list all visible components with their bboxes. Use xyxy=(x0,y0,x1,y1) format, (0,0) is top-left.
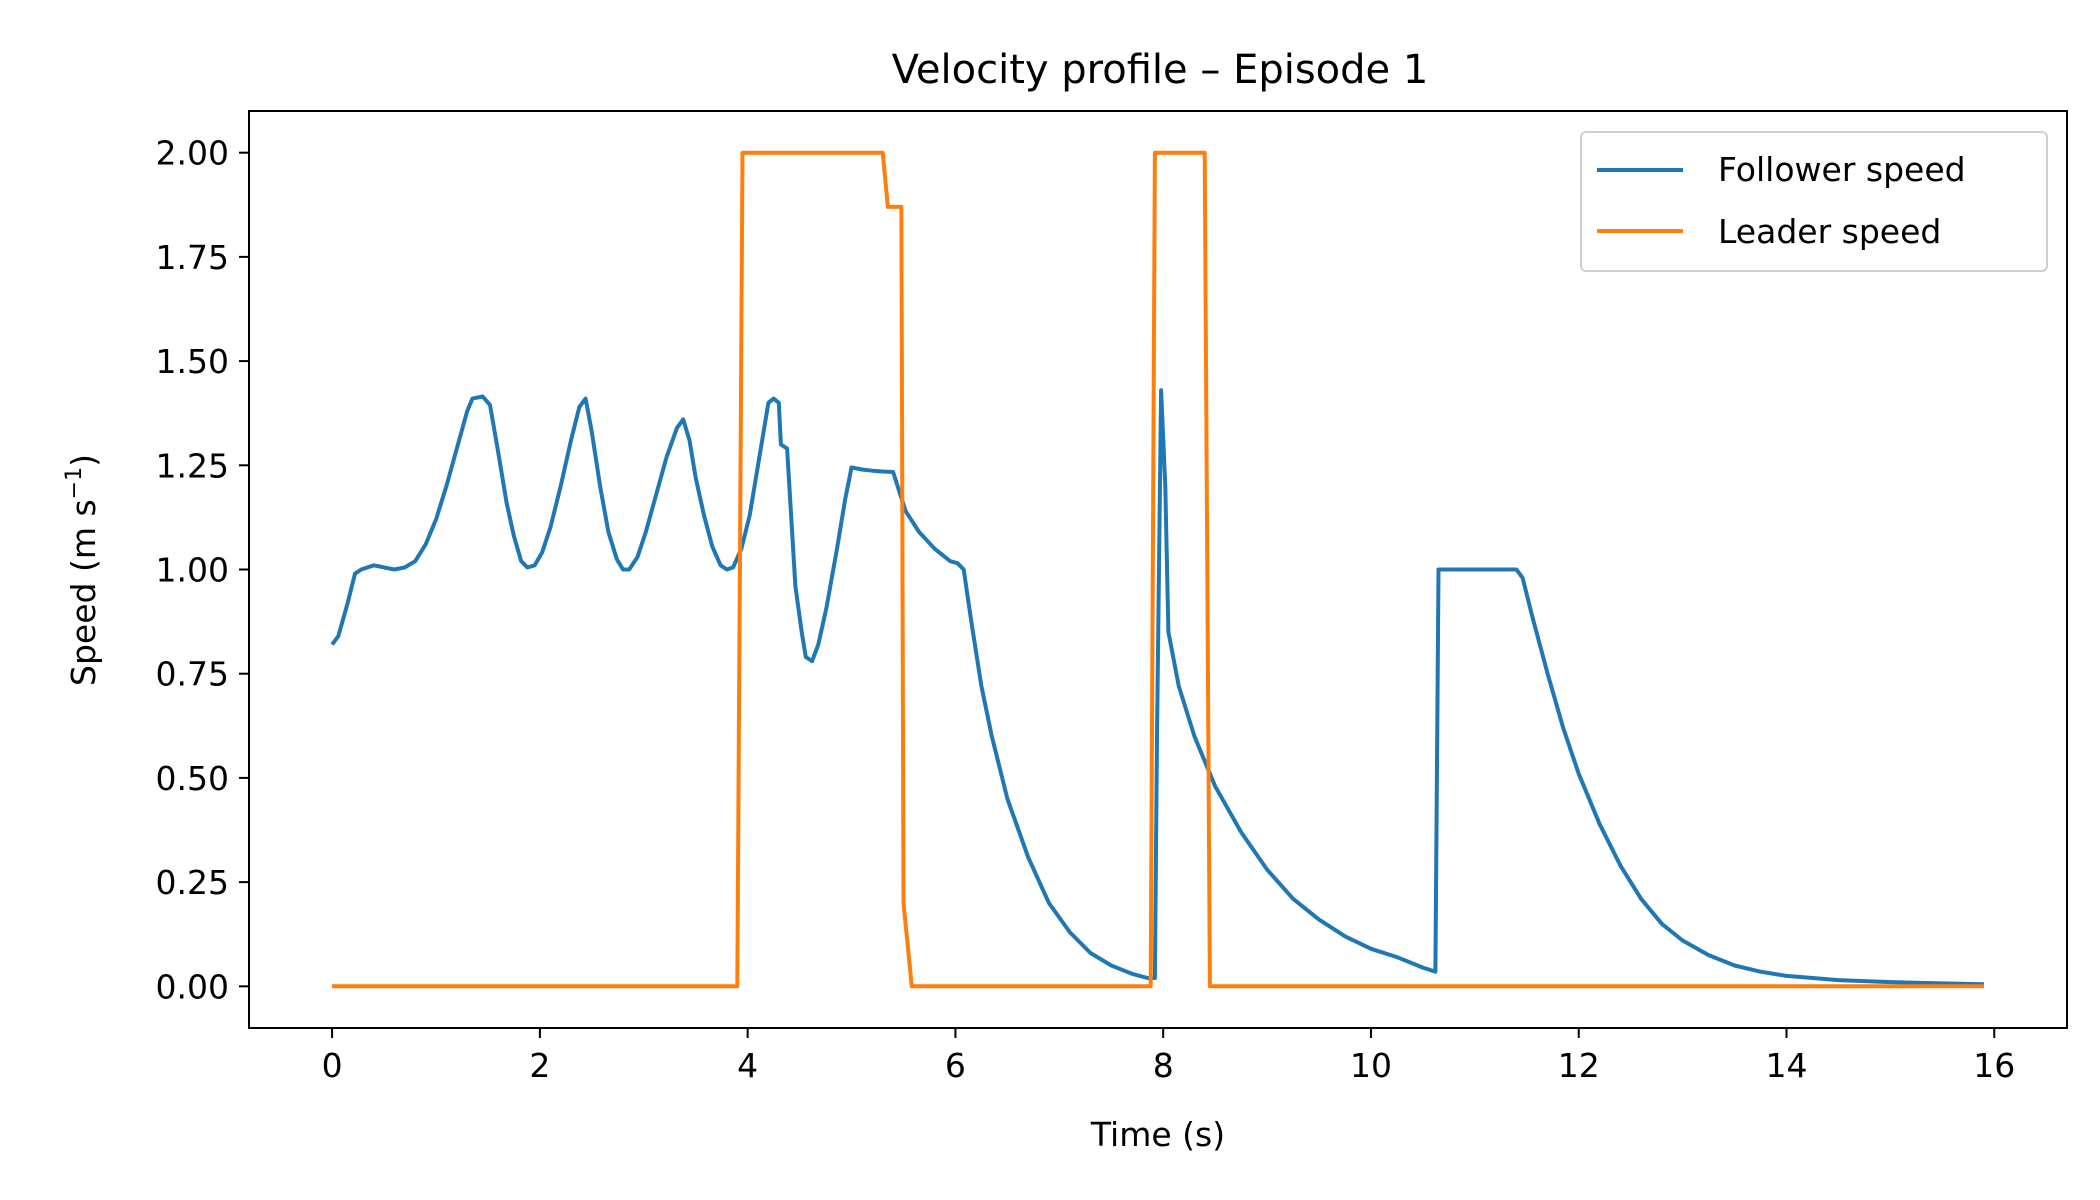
plot-lines xyxy=(330,150,1984,989)
y-tick-label: 0.25 xyxy=(156,863,229,902)
x-tick-label: 16 xyxy=(1973,1046,2015,1085)
y-axis-label-text: Speed (m s xyxy=(64,499,103,686)
y-tick-label: 1.50 xyxy=(156,342,229,381)
series-line-follower xyxy=(330,388,1984,987)
series-line-leader xyxy=(332,150,1984,989)
legend-label-leader: Leader speed xyxy=(1718,212,1941,251)
x-axis-label: Time (s) xyxy=(1090,1115,1225,1154)
x-tick-label: 6 xyxy=(945,1046,966,1085)
legend-label-follower: Follower speed xyxy=(1718,150,1966,189)
x-tick-label: 4 xyxy=(737,1046,758,1085)
y-tick-label: 1.25 xyxy=(156,446,229,485)
x-tick-label: 2 xyxy=(529,1046,550,1085)
y-tick-label: 0.50 xyxy=(156,759,229,798)
legend-box xyxy=(1580,131,2048,272)
chart-title: Velocity profile – Episode 1 xyxy=(892,47,1429,93)
y-tick-label: 2.00 xyxy=(156,134,229,173)
y-tick-label: 0.75 xyxy=(156,655,229,694)
x-tick-label: 0 xyxy=(322,1046,343,1085)
y-tick-label: 0.00 xyxy=(156,967,229,1006)
y-axis-label-end: ) xyxy=(64,454,103,467)
x-tick-label: 10 xyxy=(1350,1046,1392,1085)
y-axis: 0.00 0.25 0.50 0.75 1.00 1.25 1.50 1.75 2.00 xyxy=(156,134,249,1006)
y-axis-label: Speed (m s−1) xyxy=(62,454,103,686)
y-tick-label: 1.75 xyxy=(156,238,229,277)
y-axis-label-superscript: −1 xyxy=(62,467,87,499)
x-tick-label: 8 xyxy=(1153,1046,1174,1085)
x-axis: 0 2 4 6 8 10 12 14 16 xyxy=(322,1028,2015,1085)
y-tick-label: 1.00 xyxy=(156,551,229,590)
x-tick-label: 14 xyxy=(1766,1046,1808,1085)
x-tick-label: 12 xyxy=(1558,1046,1600,1085)
legend: Follower speed Leader speed xyxy=(1580,131,2048,272)
